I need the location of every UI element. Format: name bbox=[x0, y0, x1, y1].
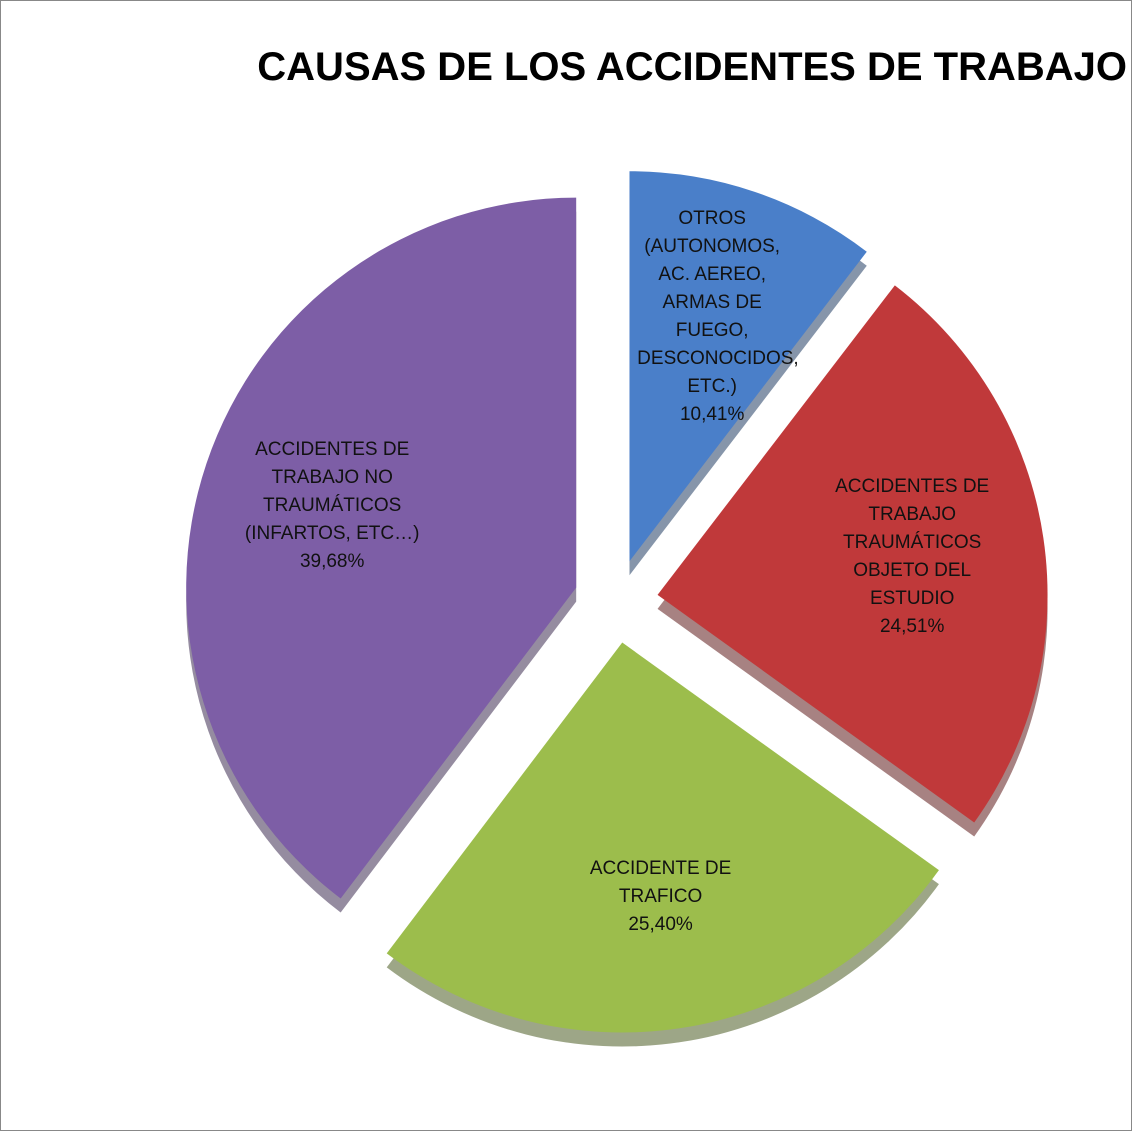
slice-category: ACCIDENTES DE TRABAJO NO TRAUMÁTICOS (IN… bbox=[244, 438, 420, 544]
slice-category: OTROS (AUTONOMOS, AC. AEREO, ARMAS DE FU… bbox=[637, 208, 799, 398]
slice-category: ACCIDENTES DE TRABAJO TRAUMÁTICOS OBJETO… bbox=[835, 476, 990, 610]
slice-value: 24,51% bbox=[879, 616, 945, 638]
slice-label: ACCIDENTES DE TRABAJO NO TRAUMÁTICOS (IN… bbox=[232, 436, 432, 576]
slice bbox=[386, 642, 939, 1033]
slice bbox=[186, 197, 577, 899]
slice-value: 25,40% bbox=[628, 914, 693, 936]
slice-label: OTROS (AUTONOMOS, AC. AEREO, ARMAS DE FU… bbox=[637, 205, 799, 429]
slice bbox=[629, 171, 867, 562]
slice-label: ACCIDENTES DE TRABAJO TRAUMÁTICOS OBJETO… bbox=[822, 473, 1002, 641]
slice-category: ACCIDENTE DE TRAFICO bbox=[589, 858, 732, 908]
slice-value: 10,41% bbox=[679, 404, 745, 426]
slice-label: ACCIDENTE DE TRAFICO 25,40% bbox=[581, 855, 741, 939]
slice bbox=[657, 285, 1048, 823]
chart-title: CAUSAS DE LOS ACCIDENTES DE TRABAJO bbox=[257, 45, 1127, 89]
slice-value: 39,68% bbox=[299, 550, 365, 572]
